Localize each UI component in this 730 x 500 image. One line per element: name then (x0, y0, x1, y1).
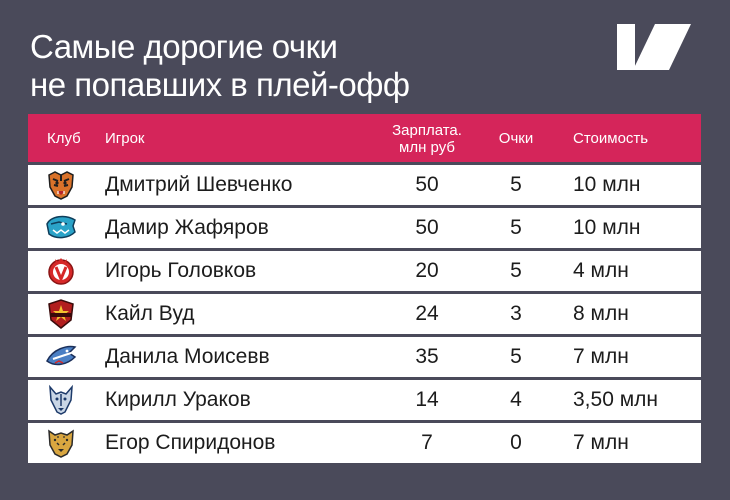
player-name: Дмитрий Шевченко (105, 173, 293, 196)
points-value: 0 (510, 431, 522, 454)
cost-value: 10 млн (573, 216, 641, 239)
vityaz-logo-icon (48, 258, 74, 285)
player-name: Кирилл Ураков (105, 388, 251, 411)
title-line-1: Самые дорогие очки (30, 28, 338, 65)
table-row: Данила Моисевв 35 5 7 млн (28, 337, 701, 377)
cost-value: 4 млн (573, 259, 629, 282)
header-player: Игрок (105, 130, 145, 147)
salary-value: 50 (415, 173, 439, 196)
brand-logo-icon (617, 24, 691, 70)
cost-value: 8 млн (573, 302, 629, 325)
salary-table: Клуб Игрок Зарплата. млн руб Очки Стоимо… (28, 114, 701, 463)
cost-value: 3,50 млн (573, 388, 658, 411)
salary-value: 7 (421, 431, 433, 454)
header-salary: Зарплата. млн руб (392, 122, 462, 156)
player-name: Дамир Жафяров (105, 216, 269, 239)
leopard-logo-icon (48, 429, 74, 458)
player-name: Данила Моисевв (105, 345, 270, 368)
salary-value: 20 (415, 259, 439, 282)
points-value: 5 (510, 173, 522, 196)
page-title: Самые дорогие очки не попавших в плей-оф… (30, 28, 410, 104)
table-row: Дмитрий Шевченко 50 5 10 млн (28, 165, 701, 205)
red-star-logo-icon (48, 299, 74, 329)
points-value: 3 (510, 302, 522, 325)
table-header: Клуб Игрок Зарплата. млн руб Очки Стоимо… (28, 114, 701, 162)
points-value: 4 (510, 388, 522, 411)
points-value: 5 (510, 345, 522, 368)
points-value: 5 (510, 259, 522, 282)
wolf-logo-icon (49, 384, 73, 415)
salary-value: 50 (415, 216, 439, 239)
table-row: Кайл Вуд 24 3 8 млн (28, 294, 701, 334)
salary-value: 14 (415, 388, 439, 411)
cost-value: 10 млн (573, 173, 641, 196)
header-points: Очки (498, 130, 534, 147)
player-name: Кайл Вуд (105, 302, 195, 325)
salary-value: 35 (415, 345, 439, 368)
snow-leopard-logo-icon (46, 215, 76, 239)
table-row: Дамир Жафяров 50 5 10 млн (28, 208, 701, 248)
player-name: Игорь Головков (105, 259, 257, 282)
table-row: Егор Спиридонов 7 0 7 млн (28, 423, 701, 463)
cost-value: 7 млн (573, 431, 629, 454)
table-row: Кирилл Ураков 14 4 3,50 млн (28, 380, 701, 420)
points-value: 5 (510, 216, 522, 239)
table-row: Игорь Головков 20 5 4 млн (28, 251, 701, 291)
player-name: Егор Спиридонов (105, 431, 276, 454)
salary-value: 24 (415, 302, 439, 325)
header-cost: Стоимость (573, 130, 649, 147)
cost-value: 7 млн (573, 345, 629, 368)
shark-logo-icon (46, 345, 77, 366)
title-line-2: не попавших в плей-офф (30, 66, 410, 103)
header-club: Клуб (47, 130, 81, 147)
tiger-logo-icon (48, 171, 74, 200)
